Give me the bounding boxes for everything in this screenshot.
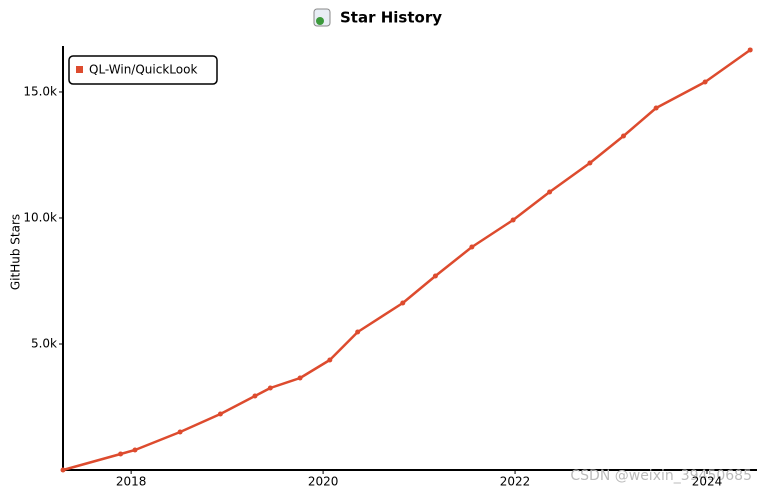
x-tick-label: 2018 xyxy=(116,475,147,489)
point xyxy=(587,160,593,166)
point xyxy=(327,357,333,363)
point xyxy=(118,451,124,457)
point xyxy=(132,447,138,453)
y-tick-label: 10.0k xyxy=(23,210,57,224)
point xyxy=(177,429,183,435)
legend-swatch xyxy=(76,66,83,73)
line xyxy=(62,48,751,472)
point xyxy=(217,411,223,417)
point xyxy=(653,105,659,111)
point xyxy=(355,329,361,335)
point xyxy=(400,300,406,306)
point xyxy=(469,244,475,250)
chart-title: Star History xyxy=(340,9,442,27)
watermark: CSDN @weixin_39450685 xyxy=(570,468,752,484)
x-tick-label: 2020 xyxy=(308,475,339,489)
point xyxy=(432,273,438,279)
legend: QL-Win/QuickLook xyxy=(68,55,218,85)
point xyxy=(267,385,273,391)
point xyxy=(297,375,303,381)
point xyxy=(621,133,627,139)
x-tick-label: 2024 xyxy=(692,475,723,489)
point xyxy=(747,47,753,53)
y-axis-label: GitHub Stars xyxy=(9,214,23,290)
point xyxy=(252,393,258,399)
title-icon xyxy=(313,8,331,27)
point xyxy=(510,217,516,223)
legend-box xyxy=(68,55,218,85)
y-tick-label: 15.0k xyxy=(23,84,57,98)
point xyxy=(547,189,553,195)
point xyxy=(60,467,66,473)
icon-dot xyxy=(316,17,324,25)
x-tick-label: 2022 xyxy=(500,475,531,489)
legend-label: QL-Win/QuickLook xyxy=(89,63,197,77)
y-tick-label: 5.0k xyxy=(31,336,57,350)
point xyxy=(702,79,708,85)
